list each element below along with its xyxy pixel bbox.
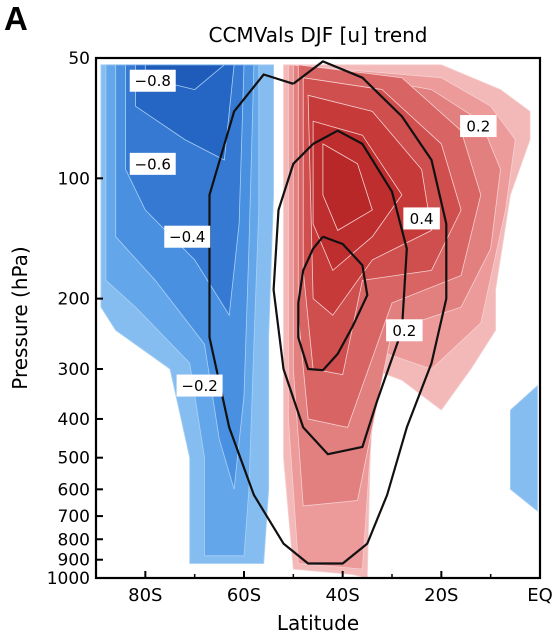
contour-label: −0.8 — [129, 69, 176, 92]
contour-label-text: −0.6 — [135, 155, 171, 173]
chart-title: CCMVals DJF [u] trend — [208, 23, 427, 47]
contour-label-box — [129, 69, 176, 92]
contour-label-box — [403, 207, 440, 230]
y-tick-label: 400 — [58, 410, 90, 430]
y-tick-label: 1000 — [47, 569, 90, 589]
x-tick-label: 20S — [424, 585, 458, 606]
y-axis-label: Pressure (hPa) — [8, 246, 32, 389]
filled-region-negative-1-level-0 — [510, 384, 538, 512]
x-tick-label: 80S — [128, 585, 162, 606]
contour-label-text: 0.4 — [410, 210, 434, 228]
y-tick-label: 100 — [58, 169, 90, 189]
contour-label: −0.4 — [164, 225, 211, 248]
contour-label: 0.2 — [460, 115, 497, 138]
y-tick-label: 50 — [68, 49, 90, 69]
contour-label: −0.2 — [176, 374, 223, 397]
plot-frame — [94, 56, 542, 580]
contour-line-0-4 — [272, 129, 408, 456]
y-tick-label: 900 — [58, 551, 90, 571]
contour-labels: −0.8 −0.6 −0.4 −0.2 0.2 0.4 0.2 — [129, 69, 497, 397]
y-tick-label: 800 — [58, 530, 90, 550]
contour-label-box — [164, 225, 211, 248]
y-tick-label: 200 — [58, 290, 90, 310]
contour-label-text: 0.2 — [466, 118, 490, 136]
contour-label-text: 0.2 — [392, 322, 416, 340]
contour-label: 0.4 — [403, 207, 440, 230]
y-tick-label: 600 — [58, 480, 90, 500]
y-tick-label: 300 — [58, 360, 90, 380]
contour-label: 0.2 — [386, 319, 423, 342]
contour-label: −0.6 — [129, 152, 176, 175]
contour-label-text: −0.8 — [135, 72, 171, 90]
x-tick-label: EQ — [527, 585, 553, 606]
panel-letter: A — [4, 0, 28, 37]
contour-label-box — [129, 152, 176, 175]
x-axis-label: Latitude — [277, 611, 359, 635]
axes: 80S 60S 40S 20S EQ 50 100 200 300 400 500 600 700 800… — [47, 49, 553, 606]
contour-label-text: −0.2 — [181, 377, 217, 395]
contour-label-text: −0.4 — [169, 228, 205, 246]
x-tick-label: 40S — [325, 585, 359, 606]
contour-label-box — [176, 374, 223, 397]
contour-line-0-6 — [297, 235, 369, 372]
contour-label-box — [386, 319, 423, 342]
y-tick-label: 700 — [58, 507, 90, 527]
filled-region-positive-2-level-7 — [322, 143, 373, 231]
y-tick-label: 500 — [58, 449, 90, 469]
contour-label-box — [460, 115, 497, 138]
x-tick-label: 60S — [227, 585, 261, 606]
